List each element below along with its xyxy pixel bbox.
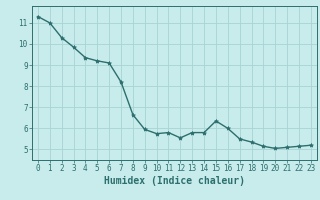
X-axis label: Humidex (Indice chaleur): Humidex (Indice chaleur) [104,176,245,186]
